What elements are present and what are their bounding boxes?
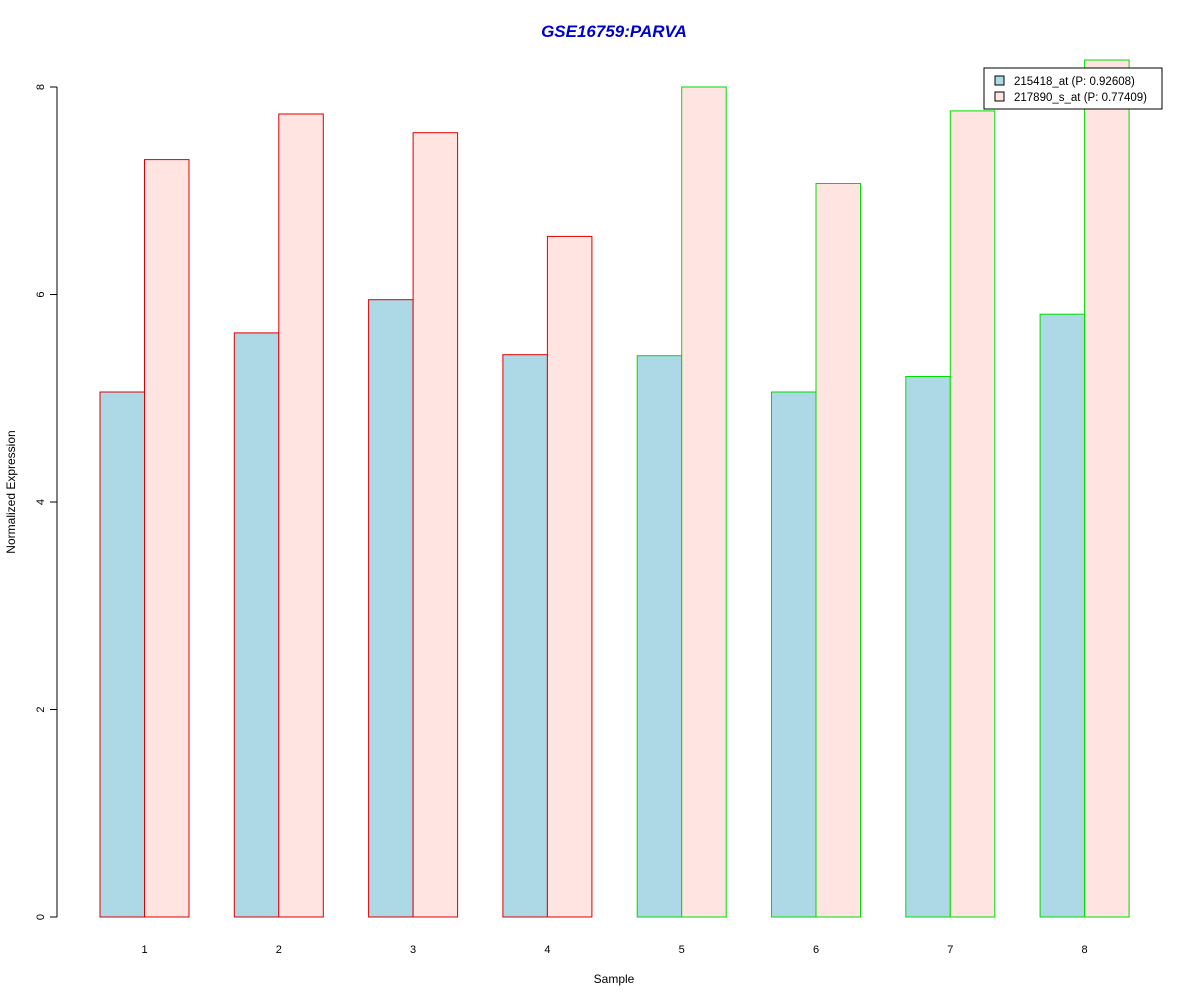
bar-sample-8-series-2 — [1084, 59, 1130, 918]
legend: 215418_at (P: 0.92608) 217890_s_at (P: 0.… — [983, 67, 1163, 110]
bar-sample-6-series-1 — [771, 391, 817, 918]
x-tick-label: 8 — [1082, 944, 1088, 956]
bar-sample-2-series-1 — [233, 332, 280, 918]
legend-label-1: 215418_at (P: 0.92608) — [1014, 76, 1135, 88]
bar-sample-1-series-2 — [144, 159, 190, 918]
x-axis: 1 2 3 4 5 6 7 8 — [141, 944, 1087, 956]
bar-sample-8-series-1 — [1039, 313, 1086, 918]
legend-label-2: 217890_s_at (P: 0.77409) — [1014, 92, 1147, 104]
bar-sample-3-series-2 — [412, 132, 459, 918]
x-tick-label: 7 — [947, 944, 953, 956]
bar-sample-7-series-1 — [905, 376, 951, 918]
bar-sample-2-series-2 — [278, 113, 324, 918]
x-tick-label: 5 — [679, 944, 685, 956]
bar-sample-6-series-2 — [815, 183, 861, 918]
x-tick-label: 1 — [141, 944, 147, 956]
bar-sample-7-series-2 — [949, 110, 996, 918]
x-tick-label: 6 — [813, 944, 819, 956]
y-tick-label: 2 — [35, 706, 47, 712]
y-axis: 0 2 4 6 8 — [35, 84, 58, 920]
legend-swatch-1 — [994, 75, 1005, 86]
bar-sample-5-series-1 — [636, 355, 683, 918]
bar-sample-1-series-1 — [99, 391, 145, 918]
bar-sample-3-series-1 — [368, 299, 414, 918]
y-tick-label: 4 — [35, 499, 47, 505]
x-tick-label: 2 — [276, 944, 282, 956]
y-tick-label: 8 — [35, 84, 47, 90]
x-tick-label: 4 — [544, 944, 550, 956]
y-axis-label: Normalized Expression — [4, 430, 18, 553]
x-axis-label: Sample — [594, 972, 635, 986]
y-tick-label: 0 — [35, 914, 47, 920]
x-tick-label: 3 — [410, 944, 416, 956]
y-tick-label: 6 — [35, 291, 47, 297]
chart-title: GSE16759:PARVA — [541, 22, 687, 41]
legend-box — [983, 67, 1163, 110]
bars — [99, 59, 1130, 918]
bar-sample-4-series-1 — [502, 354, 548, 918]
bar-sample-4-series-2 — [546, 235, 593, 918]
legend-swatch-2 — [994, 91, 1005, 102]
bar-sample-5-series-2 — [681, 86, 727, 918]
